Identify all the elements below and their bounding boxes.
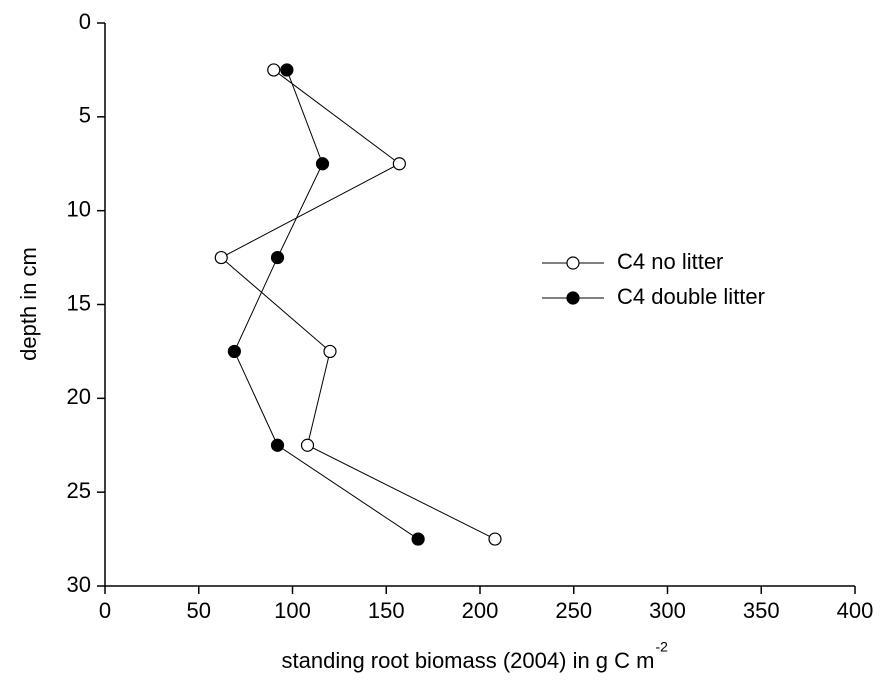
- x-tick-label: 150: [368, 598, 405, 623]
- x-tick-label: 200: [462, 598, 499, 623]
- data-point: [280, 63, 294, 77]
- data-point: [315, 157, 330, 171]
- x-axis-label-superscript: -2: [655, 639, 668, 655]
- x-tick-label: 400: [837, 598, 874, 623]
- y-tick-label: 25: [67, 478, 91, 503]
- x-tick-label: 250: [555, 598, 592, 623]
- data-point: [267, 63, 281, 77]
- y-tick-label: 10: [67, 196, 91, 221]
- data-point: [227, 344, 241, 359]
- x-tick-label: 0: [99, 598, 111, 623]
- data-point: [270, 438, 285, 452]
- y-tick-label: 20: [67, 384, 91, 409]
- series-line: [220, 69, 496, 540]
- y-axis-label: depth in cm: [16, 247, 41, 361]
- legend-marker: [566, 291, 580, 305]
- data-point: [392, 157, 406, 171]
- data-point: [214, 250, 228, 265]
- data-point: [488, 532, 502, 546]
- legend-marker: [566, 256, 580, 270]
- x-tick-label: 50: [187, 598, 211, 623]
- data-point: [411, 532, 425, 546]
- legend-label: C4 no litter: [617, 249, 723, 274]
- x-tick-label: 300: [649, 598, 686, 623]
- y-tick-label: 30: [67, 572, 91, 597]
- x-tick-label: 100: [274, 598, 311, 623]
- x-axis-label: standing root biomass (2004) in g C m: [282, 648, 655, 673]
- data-point: [300, 438, 315, 452]
- y-tick-label: 0: [79, 9, 91, 34]
- legend-label: C4 double litter: [617, 284, 765, 309]
- x-tick-label: 350: [743, 598, 780, 623]
- series-line: [233, 69, 419, 540]
- data-point: [323, 344, 337, 359]
- data-point: [270, 250, 285, 265]
- y-tick-label: 5: [79, 103, 91, 128]
- y-tick-label: 15: [67, 290, 91, 315]
